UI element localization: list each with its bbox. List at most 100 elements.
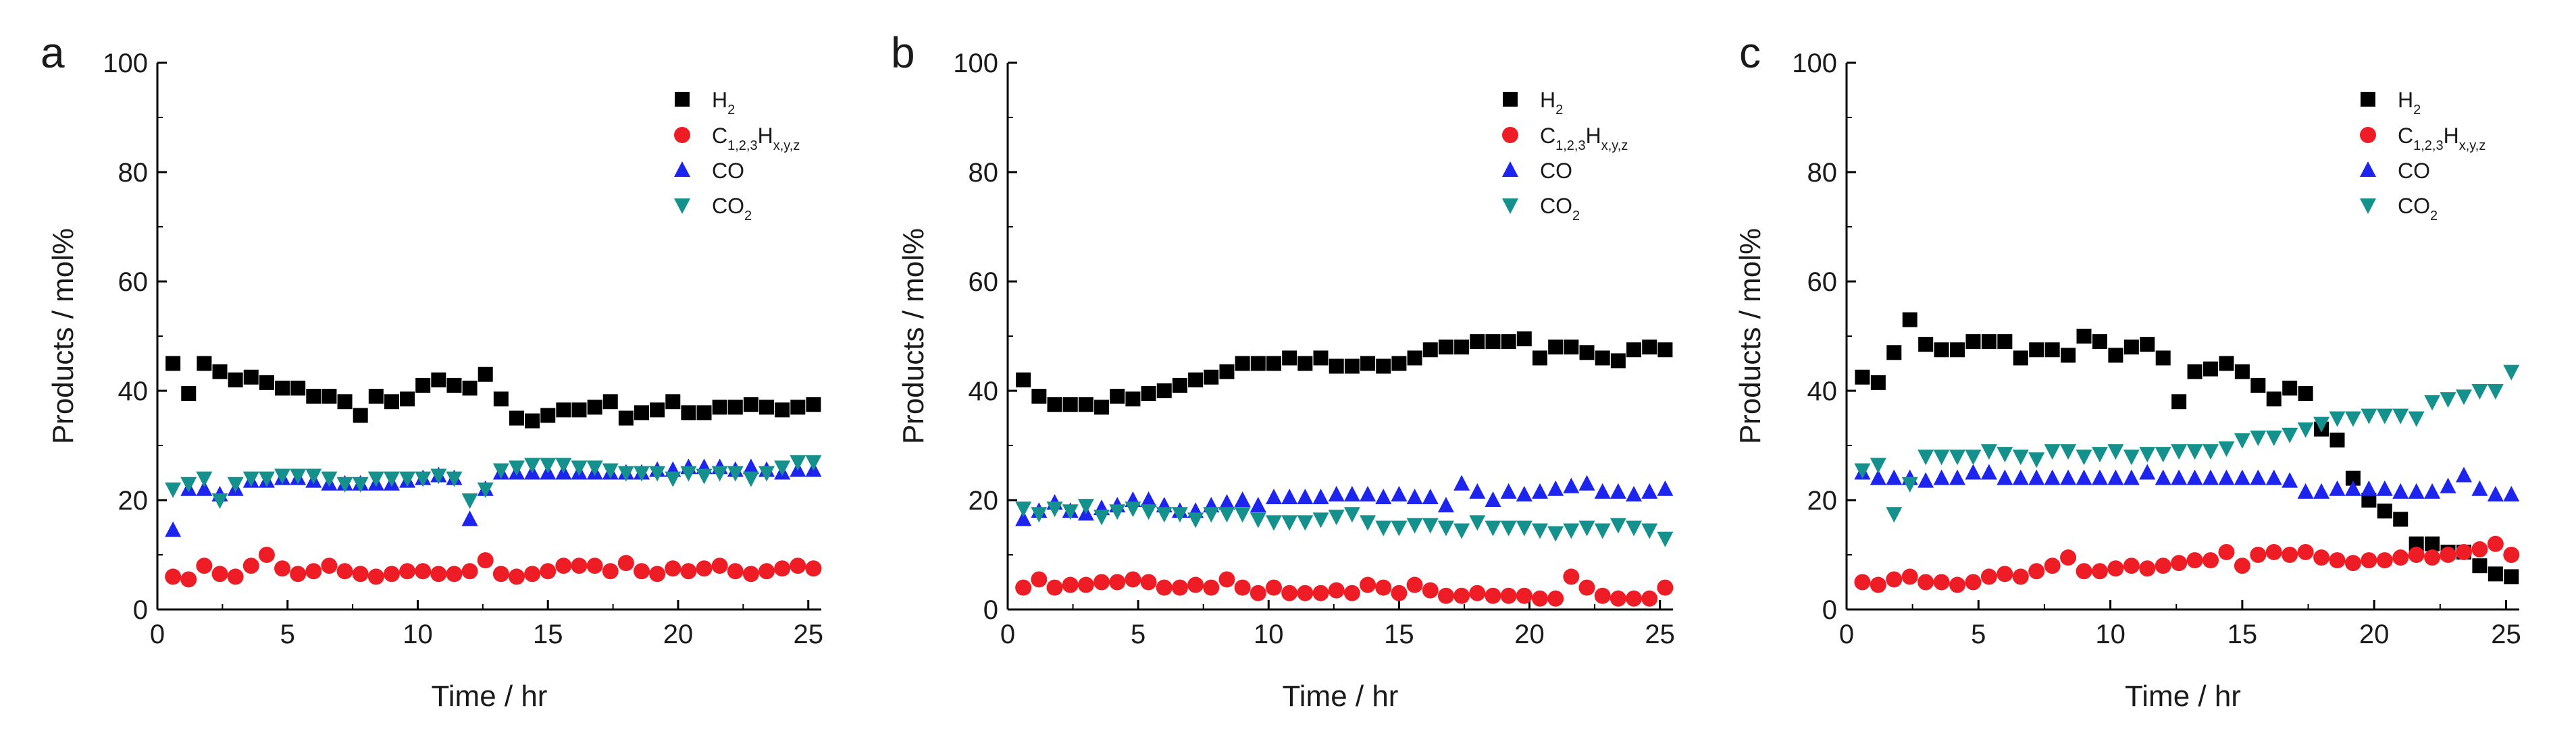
legend-label-h2: H2 xyxy=(712,88,735,117)
data-point-co2 xyxy=(2440,392,2456,408)
data-point-chx xyxy=(2028,563,2045,580)
data-point-chx xyxy=(2234,558,2250,574)
data-point-chx xyxy=(1360,576,1376,593)
data-point-h2 xyxy=(1595,350,1610,366)
data-point-chx xyxy=(540,563,557,580)
data-point-h2 xyxy=(2187,364,2203,379)
data-point-chx xyxy=(2155,558,2171,574)
data-point-co xyxy=(1547,480,1564,496)
data-point-h2 xyxy=(618,410,634,426)
data-point-h2 xyxy=(1470,334,1485,350)
data-point-co2 xyxy=(227,477,244,493)
data-point-co xyxy=(1485,491,1501,507)
data-point-co xyxy=(1406,488,1423,504)
data-point-co xyxy=(2265,469,2282,485)
legend: H2 C1,2,3Hx,y,z CO CO2 xyxy=(1502,88,1628,223)
data-point-co xyxy=(2155,469,2171,485)
data-point-chx xyxy=(2091,563,2108,580)
y-tick-label: 100 xyxy=(1792,49,1837,78)
data-point-co2 xyxy=(1657,531,1674,547)
data-point-co2 xyxy=(1375,520,1392,537)
data-point-co2 xyxy=(2203,444,2219,460)
data-point-h2 xyxy=(1219,364,1235,379)
data-point-h2 xyxy=(2472,558,2488,574)
data-point-co2 xyxy=(446,471,463,487)
y-tick-label: 100 xyxy=(953,49,998,78)
data-point-h2 xyxy=(602,394,618,410)
data-point-h2 xyxy=(2361,493,2377,508)
legend-marker-co xyxy=(2360,161,2376,177)
data-point-co2 xyxy=(2107,444,2124,460)
data-point-chx xyxy=(1626,590,1643,607)
x-tick-label: 10 xyxy=(2095,620,2126,649)
data-point-co2 xyxy=(711,466,728,482)
data-point-h2 xyxy=(1422,342,1438,358)
data-point-h2 xyxy=(2377,504,2392,519)
data-point-co2 xyxy=(2265,430,2282,446)
data-point-chx xyxy=(1532,590,1548,607)
legend-marker-co xyxy=(1502,161,1518,177)
data-point-h2 xyxy=(2029,342,2044,358)
legend-marker-co xyxy=(674,161,690,177)
series-co xyxy=(1854,464,2520,501)
legend-label-co: CO xyxy=(2398,159,2430,183)
data-point-chx xyxy=(2408,547,2425,563)
data-point-h2 xyxy=(2408,536,2424,551)
data-point-chx xyxy=(2203,552,2219,569)
data-point-co2 xyxy=(477,482,494,498)
data-point-co xyxy=(2376,480,2393,496)
data-point-h2 xyxy=(1918,337,1934,352)
data-point-co xyxy=(2503,485,2520,501)
legend-label-chx: C1,2,3Hx,y,z xyxy=(2398,124,2485,153)
data-point-chx xyxy=(1886,571,1903,588)
data-point-co2 xyxy=(1250,512,1266,528)
data-point-chx xyxy=(2282,547,2298,563)
data-point-h2 xyxy=(571,402,587,418)
legend-marker-chx xyxy=(2360,127,2376,143)
y-tick-label: 0 xyxy=(983,595,998,625)
data-point-co2 xyxy=(1391,520,1408,537)
data-point-co2 xyxy=(211,493,228,509)
data-point-chx xyxy=(383,566,400,582)
data-point-chx xyxy=(1391,585,1408,601)
data-point-co2 xyxy=(1516,520,1532,537)
data-point-chx xyxy=(586,558,603,574)
legend-marker-chx xyxy=(674,127,690,143)
data-point-chx xyxy=(1281,585,1298,601)
data-point-co2 xyxy=(2250,430,2267,446)
data-point-co2 xyxy=(524,458,541,474)
data-point-co xyxy=(2171,469,2188,485)
data-point-co xyxy=(1980,464,1997,480)
data-point-h2 xyxy=(384,394,399,410)
data-point-chx xyxy=(711,558,728,574)
data-point-h2 xyxy=(790,400,806,415)
data-point-co xyxy=(1532,483,1548,499)
data-point-co2 xyxy=(2297,422,2314,438)
data-point-co xyxy=(2361,480,2377,496)
data-point-chx xyxy=(305,563,322,580)
data-point-co xyxy=(2424,483,2441,499)
data-point-chx xyxy=(274,560,291,577)
y-tick-label: 0 xyxy=(1822,595,1837,625)
data-point-co2 xyxy=(1965,450,1982,466)
data-point-chx xyxy=(680,563,697,580)
data-point-chx xyxy=(367,568,384,585)
data-point-co2 xyxy=(2282,427,2298,443)
data-point-chx xyxy=(2455,543,2472,560)
data-point-chx xyxy=(696,560,713,577)
data-point-co xyxy=(1343,485,1360,501)
data-point-h2 xyxy=(1282,350,1297,366)
data-point-chx xyxy=(477,552,494,569)
data-point-h2 xyxy=(712,400,727,415)
y-tick-label: 60 xyxy=(1807,267,1838,297)
panel-letter: b xyxy=(891,28,915,77)
data-point-co2 xyxy=(1563,523,1580,539)
data-point-co xyxy=(2203,469,2219,485)
data-point-h2 xyxy=(275,380,290,396)
y-tick-label: 80 xyxy=(1807,158,1838,188)
data-point-chx xyxy=(774,560,791,577)
legend-label-co2: CO2 xyxy=(1540,194,1580,223)
data-point-h2 xyxy=(1407,350,1422,366)
data-point-co xyxy=(2044,469,2061,485)
x-tick-label: 5 xyxy=(1971,620,1986,649)
